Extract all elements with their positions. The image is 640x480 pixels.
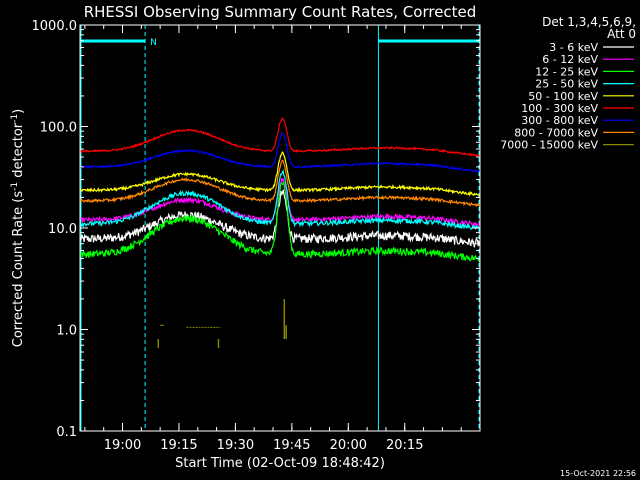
y-tick-label: 10.0	[48, 222, 77, 237]
y-tick-label: 1000.0	[32, 19, 78, 34]
legend-header-1: Det 1,3,4,5,6,9,	[542, 15, 636, 29]
legend-label-5: 100 - 300 keV	[521, 102, 598, 115]
timestamp: 15-Oct-2021 22:56	[560, 469, 636, 478]
legend-header-2: Att 0	[607, 27, 636, 41]
y-axis-label-sup1: -1	[10, 182, 20, 191]
series-line-3	[79, 169, 481, 231]
y-tick-label: 1.0	[56, 324, 77, 339]
x-axis-label: Start Time (02-Oct-09 18:48:42)	[175, 456, 385, 471]
legend-label-4: 50 - 100 keV	[528, 90, 598, 103]
plot-frame	[79, 24, 481, 432]
y-axis-label-main: Corrected Count Rate (s	[11, 191, 26, 348]
y-tick-label: 0.1	[56, 425, 77, 440]
legend-label-2: 12 - 25 keV	[535, 65, 598, 78]
x-tick-label: 20:15	[386, 438, 423, 453]
x-tick-label: 19:15	[160, 438, 197, 453]
x-tick-label: 19:00	[104, 438, 141, 453]
legend-label-7: 800 - 7000 keV	[514, 126, 598, 139]
y-axis-label: Corrected Count Rate (s-1 detector-1)	[10, 109, 26, 347]
y-axis-label-sup2: -1	[10, 114, 20, 123]
series-line-5	[79, 117, 480, 158]
legend-label-0: 3 - 6 keV	[549, 41, 598, 54]
legend-label-8: 7000 - 15000 keV	[500, 139, 598, 152]
legend-label-1: 6 - 12 keV	[542, 53, 598, 66]
x-tick-label: 19:45	[273, 438, 310, 453]
axis-ticks: 19:00 19:15 19:30 19:45 20:00 20:15 0.1 1.0 10.0…	[32, 19, 480, 453]
series-line-2	[79, 181, 481, 263]
series-layer	[79, 117, 481, 348]
night-marker-label: N	[150, 38, 157, 48]
x-tick-label: 19:30	[217, 438, 254, 453]
y-axis-label-mid: detector	[11, 122, 26, 182]
series-line-4	[79, 150, 480, 197]
chart-title: RHESSI Observing Summary Count Rates, Co…	[84, 3, 477, 21]
series-line-6	[79, 131, 480, 173]
series-line-0	[79, 189, 481, 248]
legend-label-6: 300 - 800 keV	[521, 114, 598, 127]
series-line-7	[79, 159, 480, 208]
y-axis-label-end: )	[11, 109, 26, 114]
legend-label-3: 25 - 50 keV	[535, 78, 598, 91]
x-tick-label: 20:00	[330, 438, 367, 453]
y-tick-label: 100.0	[40, 121, 77, 136]
series-line-1	[79, 177, 481, 228]
